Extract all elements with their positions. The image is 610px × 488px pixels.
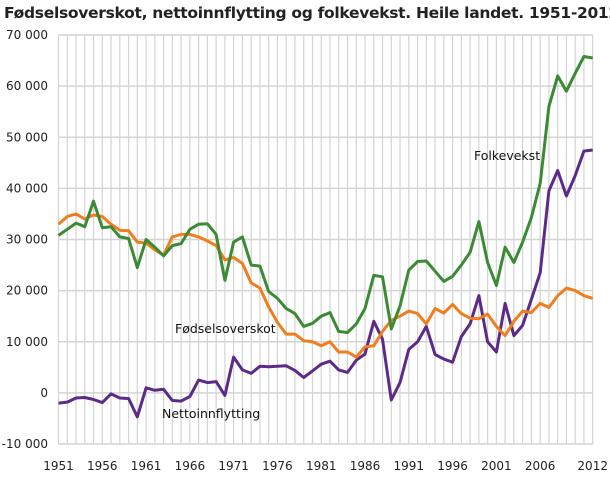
series-label-folkevekst: Folkevekst bbox=[474, 148, 540, 163]
series-labels: Nettoinnflytting Fødselsoverskot Folkeveks… bbox=[162, 148, 540, 421]
x-tick-label: 1996 bbox=[437, 459, 468, 473]
series-lines bbox=[57, 55, 594, 419]
chart-title: Fødselsoverskot, nettoinnflytting og fol… bbox=[4, 4, 610, 22]
x-tick-label: 1971 bbox=[218, 459, 249, 473]
series-line-fødselsoverskot bbox=[57, 212, 594, 359]
x-tick-label: 1951 bbox=[43, 459, 74, 473]
y-tick-label: 30 000 bbox=[6, 233, 48, 247]
y-tick-label: 60 000 bbox=[6, 79, 48, 93]
x-tick-label: 2001 bbox=[481, 459, 512, 473]
y-tick-label: 0 bbox=[40, 386, 48, 400]
y-tick-label: 70 000 bbox=[6, 28, 48, 42]
series-label-fødselsoverskot: Fødselsoverskot bbox=[175, 321, 276, 336]
x-tick-label: 2012 bbox=[577, 459, 608, 473]
x-tick-label: 2006 bbox=[525, 459, 556, 473]
x-tick-label: 1991 bbox=[394, 459, 425, 473]
grid bbox=[57, 34, 594, 445]
y-tick-label: 50 000 bbox=[6, 130, 48, 144]
x-tick-label: 1956 bbox=[87, 459, 118, 473]
series-line-folkevekst bbox=[57, 55, 593, 334]
y-tick-label: 40 000 bbox=[6, 181, 48, 195]
x-tick-label: 1976 bbox=[262, 459, 293, 473]
y-tick-label: 20 000 bbox=[6, 284, 48, 298]
series-label-nettoinnflytting: Nettoinnflytting bbox=[162, 406, 260, 421]
x-tick-label: 1966 bbox=[175, 459, 206, 473]
series-line-nettoinnflytting bbox=[58, 148, 593, 419]
y-tick-label: -10 000 bbox=[2, 437, 48, 451]
x-tick-label: 1986 bbox=[350, 459, 381, 473]
axis-labels: -10 000 0 10 000 20 000 30 000 40 000 50 000 60… bbox=[2, 28, 608, 473]
x-tick-label: 1961 bbox=[131, 459, 162, 473]
x-tick-label: 1981 bbox=[306, 459, 337, 473]
y-tick-label: 10 000 bbox=[6, 335, 48, 349]
